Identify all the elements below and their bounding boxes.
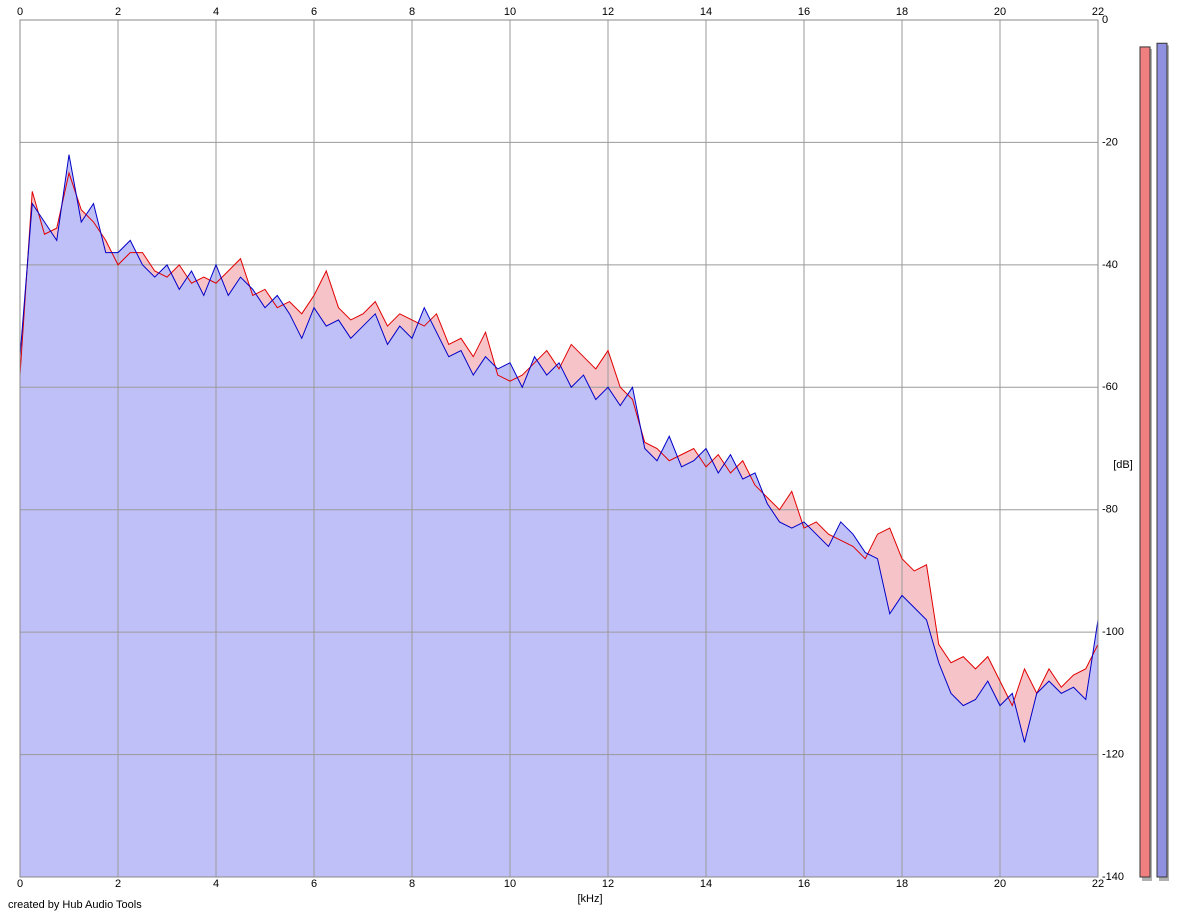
x-tick-label: 6 [311, 878, 317, 890]
x-tick-label: 14 [700, 878, 712, 890]
x-tick-label: 18 [896, 6, 908, 18]
x-tick-label: 0 [17, 6, 23, 18]
x-tick-label: 8 [409, 878, 415, 890]
plot-frame [19, 19, 1099, 878]
x-tick-label: 8 [409, 6, 415, 18]
spectrum-area [20, 154, 1098, 877]
x-tick-label: 14 [700, 6, 712, 18]
y-axis-label: [dB] [1113, 459, 1133, 471]
level-meter [1156, 42, 1168, 878]
x-tick-label: 0 [17, 878, 23, 890]
y-tick-label: -140 [1102, 871, 1124, 883]
x-tick-label: 22 [1092, 6, 1104, 18]
spectrum-line [19, 171, 1099, 707]
x-tick-label: 2 [115, 6, 121, 18]
y-tick-label: -80 [1102, 504, 1118, 516]
x-tick-label: 6 [311, 6, 317, 18]
x-tick-label: 22 [1092, 878, 1104, 890]
y-tick-label: 0 [1102, 14, 1108, 26]
x-tick-label: 4 [213, 878, 219, 890]
y-tick-label: -20 [1102, 136, 1118, 148]
y-tick-label: -100 [1102, 626, 1124, 638]
x-tick-label: 18 [896, 878, 908, 890]
y-tick-label: -60 [1102, 381, 1118, 393]
x-tick-label: 10 [504, 878, 516, 890]
x-tick-label: 4 [213, 6, 219, 18]
x-tick-label: 10 [504, 6, 516, 18]
x-tick-label: 16 [798, 878, 810, 890]
y-tick-label: -40 [1102, 259, 1118, 271]
x-tick-label: 16 [798, 6, 810, 18]
y-tick-label: -120 [1102, 748, 1124, 760]
x-tick-label: 12 [602, 6, 614, 18]
footer: created by Hub Audio Tools [8, 899, 142, 911]
spectrum-line [19, 154, 1099, 743]
level-meter [1139, 46, 1151, 878]
x-tick-label: 12 [602, 878, 614, 890]
x-tick-label: 2 [115, 878, 121, 890]
x-tick-label: 20 [994, 878, 1006, 890]
x-tick-label: 20 [994, 6, 1006, 18]
x-axis-label: [kHz] [577, 893, 602, 905]
